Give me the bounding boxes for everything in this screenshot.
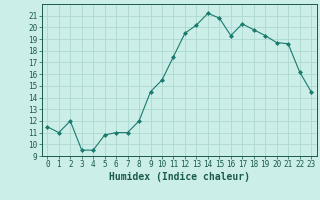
X-axis label: Humidex (Indice chaleur): Humidex (Indice chaleur)	[109, 172, 250, 182]
